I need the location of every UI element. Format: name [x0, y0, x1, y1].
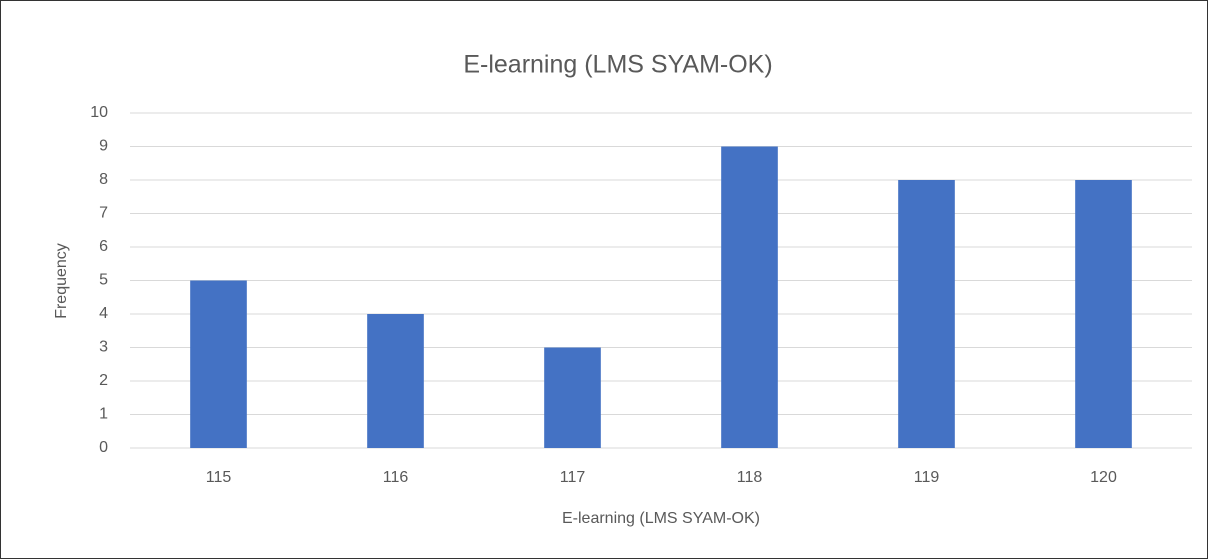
- y-tick-label: 7: [99, 205, 108, 222]
- bar: [898, 180, 955, 448]
- y-tick-label: 8: [99, 171, 108, 188]
- x-tick-label: 119: [914, 469, 940, 486]
- bar: [190, 280, 247, 448]
- bar: [721, 146, 778, 448]
- chart-title: E-learning (LMS SYAM-OK): [463, 51, 772, 79]
- y-tick-label: 6: [99, 238, 108, 255]
- x-tick-label: 120: [1090, 469, 1117, 486]
- bar: [367, 314, 424, 448]
- y-tick-label: 2: [99, 372, 108, 389]
- x-axis-label: E-learning (LMS SYAM-OK): [562, 510, 760, 527]
- bar: [1075, 180, 1132, 448]
- x-tick-label: 116: [383, 469, 409, 486]
- y-axis-label: Frequency: [53, 243, 70, 319]
- x-tick-label: 115: [206, 469, 232, 486]
- y-tick-label: 1: [99, 406, 108, 423]
- y-tick-label: 3: [99, 339, 108, 356]
- y-tick-label: 5: [99, 272, 108, 289]
- x-tick-label: 118: [737, 469, 763, 486]
- x-tick-label: 117: [560, 469, 586, 486]
- y-tick-label: 0: [99, 439, 108, 456]
- y-tick-label: 9: [99, 138, 108, 155]
- y-tick-label: 4: [99, 305, 108, 322]
- bar: [544, 347, 601, 448]
- y-tick-label: 10: [90, 104, 108, 121]
